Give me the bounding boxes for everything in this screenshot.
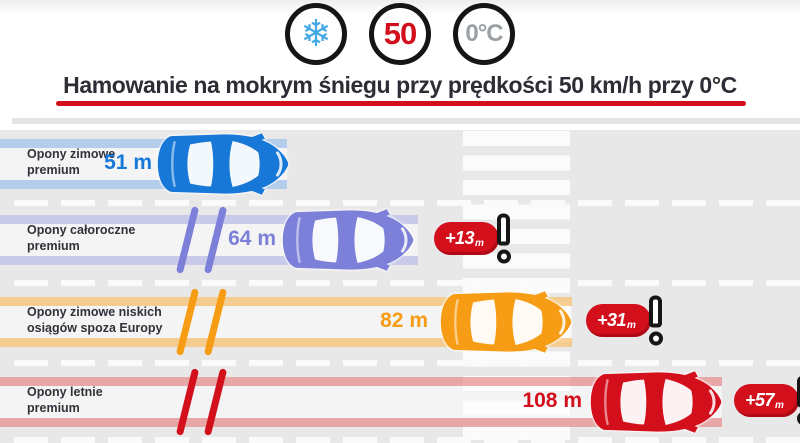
band-stripe-bottom bbox=[0, 180, 287, 189]
snowflake-icon: ❄ bbox=[300, 12, 332, 54]
car-icon bbox=[436, 289, 576, 355]
badge-unit: m bbox=[627, 319, 636, 331]
badge-value: +13 bbox=[445, 228, 475, 248]
exclamation-icon bbox=[495, 213, 512, 264]
condition-signs: ❄ 50 0°C bbox=[0, 3, 800, 65]
band-stripe-bottom bbox=[0, 338, 572, 347]
temperature-sign: 0°C bbox=[453, 3, 515, 65]
badge-capsule: +57 m bbox=[734, 375, 800, 425]
band-break-marks bbox=[175, 288, 228, 356]
tire-label: Opony zimowe niskich osiągów spoza Europy bbox=[27, 305, 163, 335]
lane-dash-line bbox=[14, 280, 800, 286]
row-allseason-premium: Opony całoroczne premium 64 m +13 m bbox=[0, 206, 800, 274]
band-stripe-top bbox=[0, 297, 572, 306]
speed-limit-sign: 50 bbox=[369, 3, 431, 65]
extra-distance-badge: +13 m bbox=[434, 213, 511, 263]
row-summer-premium: Opony letnie premium 108 m +57 m bbox=[0, 368, 800, 436]
exclamation-icon bbox=[647, 295, 664, 346]
distance-value: 108 m bbox=[522, 389, 582, 412]
band-break-marks bbox=[175, 368, 228, 436]
band-stripe-top bbox=[0, 215, 418, 224]
badge-unit: m bbox=[775, 399, 784, 411]
title-underline bbox=[56, 101, 746, 106]
tire-label: Opony zimowe premium bbox=[27, 147, 116, 177]
road-shoulder-line bbox=[12, 118, 800, 124]
distance-value: 64 m bbox=[228, 227, 276, 250]
snow-sign: ❄ bbox=[285, 3, 347, 65]
distance-value: 51 m bbox=[104, 151, 152, 174]
badge-value: +31 bbox=[597, 310, 627, 330]
band-stripe-top bbox=[0, 139, 287, 148]
distance-value: 82 m bbox=[380, 309, 428, 332]
car-icon bbox=[278, 207, 418, 273]
lane-dash-line bbox=[14, 360, 800, 366]
tire-label: Opony letnie premium bbox=[27, 385, 103, 415]
extra-distance-badge: +31 m bbox=[586, 295, 663, 345]
badge-capsule: +31 m bbox=[586, 295, 663, 345]
row-budget-winter: Opony zimowe niskich osiągów spoza Europy… bbox=[0, 288, 800, 356]
badge-capsule: +13 m bbox=[434, 213, 511, 263]
car-icon bbox=[153, 131, 293, 197]
band-stripe-top bbox=[0, 377, 722, 386]
temperature-value: 0°C bbox=[465, 20, 503, 47]
extra-distance-badge: +57 m bbox=[734, 375, 800, 425]
exclamation-icon bbox=[795, 375, 800, 426]
lane-dash-line bbox=[14, 200, 800, 206]
badge-value: +57 bbox=[745, 390, 775, 410]
tire-label: Opony całoroczne premium bbox=[27, 223, 136, 253]
row-winter-premium: Opony zimowe premium 51 m bbox=[0, 131, 800, 197]
page-title: Hamowanie na mokrym śniegu przy prędkośc… bbox=[63, 72, 737, 98]
car-icon bbox=[586, 369, 726, 435]
band-stripe-bottom bbox=[0, 418, 722, 427]
badge-unit: m bbox=[475, 237, 484, 249]
speed-value: 50 bbox=[383, 16, 417, 51]
lane-dash-line bbox=[14, 437, 800, 443]
